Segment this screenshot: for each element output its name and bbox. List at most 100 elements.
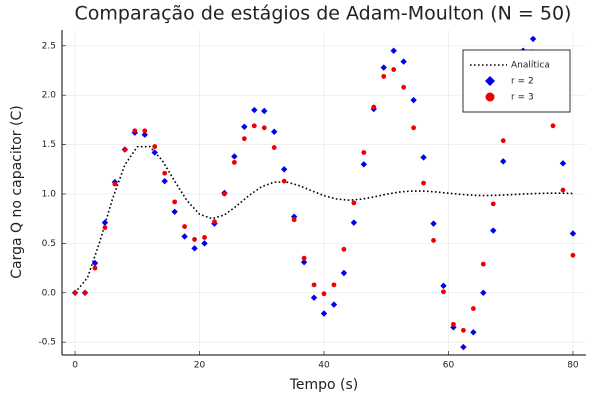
data-point <box>470 306 476 311</box>
data-point <box>241 123 248 131</box>
data-point <box>142 128 148 134</box>
data-point <box>550 123 556 129</box>
data-point <box>431 238 436 243</box>
y-axis-label: Carga Q no capacitor (C) <box>9 105 25 278</box>
data-point <box>141 131 148 138</box>
data-point <box>440 282 447 290</box>
legend-box <box>462 49 571 113</box>
legend-label: Analítica <box>511 61 550 71</box>
data-point <box>401 84 407 90</box>
data-point <box>182 224 187 229</box>
data-point <box>101 219 109 226</box>
data-point <box>500 158 507 165</box>
data-point <box>280 166 288 173</box>
data-point <box>241 136 247 142</box>
y-tick-label: 0.0 <box>42 288 57 298</box>
data-point <box>271 145 277 150</box>
data-point <box>461 327 466 333</box>
data-point <box>490 227 497 234</box>
data-point <box>350 219 358 226</box>
data-point <box>441 289 446 295</box>
data-point <box>171 208 178 215</box>
data-point <box>261 125 267 131</box>
data-point <box>281 178 287 184</box>
data-point <box>122 147 128 152</box>
data-point <box>231 153 238 160</box>
data-point <box>380 64 387 71</box>
legend-marker <box>485 76 495 86</box>
data-point <box>410 96 417 104</box>
data-point <box>301 255 307 261</box>
data-point <box>261 107 268 115</box>
data-point <box>470 329 477 336</box>
chart-title: Comparação de estágios de Adam-Moulton (… <box>75 3 572 25</box>
data-point <box>172 199 178 205</box>
data-point <box>152 144 158 149</box>
data-point <box>132 128 138 134</box>
data-point <box>570 252 576 258</box>
data-point <box>390 47 397 54</box>
data-point <box>181 233 188 240</box>
data-point <box>421 180 426 186</box>
legend-marker <box>485 92 495 102</box>
data-point <box>451 321 456 327</box>
legend-label: r = 2 <box>511 77 534 87</box>
data-point <box>82 290 88 296</box>
data-point <box>72 290 78 296</box>
y-tick-label: 2.0 <box>42 91 57 101</box>
data-point <box>529 35 537 43</box>
data-point <box>341 246 347 252</box>
data-point <box>351 200 357 206</box>
data-point <box>191 245 198 252</box>
data-point <box>192 237 197 242</box>
data-point <box>391 67 397 72</box>
x-tick-label: 0 <box>72 361 78 371</box>
y-tick-label: 2.5 <box>42 41 56 51</box>
data-point <box>559 160 567 167</box>
data-point <box>569 230 577 237</box>
data-point <box>360 161 368 168</box>
data-point <box>330 301 338 308</box>
data-point <box>480 289 487 296</box>
data-point <box>102 225 108 230</box>
x-tick-label: 20 <box>194 361 206 371</box>
data-point <box>300 258 308 266</box>
x-tick-label: 40 <box>318 361 330 371</box>
x-axis-label: Tempo (s) <box>289 377 359 393</box>
data-point <box>202 235 207 240</box>
data-point <box>251 123 257 129</box>
data-point <box>460 343 467 351</box>
data-point <box>400 58 407 65</box>
data-point <box>321 291 327 297</box>
data-point <box>361 150 367 155</box>
y-tick-label: 1.5 <box>42 140 56 150</box>
data-point <box>340 269 348 277</box>
y-tick-label: 0.5 <box>42 239 56 249</box>
data-point <box>201 240 208 247</box>
data-point <box>161 177 168 185</box>
data-point <box>500 138 506 144</box>
data-point <box>310 294 318 301</box>
data-point <box>291 217 297 223</box>
data-point <box>320 310 328 317</box>
line-series <box>74 145 573 294</box>
data-point <box>560 187 566 193</box>
data-point <box>490 201 496 207</box>
x-tick-label: 60 <box>443 361 455 371</box>
legend-label: r = 3 <box>511 93 534 103</box>
y-tick-label: 1.0 <box>42 189 57 199</box>
data-point <box>162 170 168 176</box>
data-point <box>92 265 98 271</box>
data-point <box>430 220 437 227</box>
data-point <box>420 154 427 161</box>
data-point <box>212 219 217 225</box>
data-point <box>222 191 227 197</box>
data-point <box>251 106 258 114</box>
data-point <box>311 282 317 288</box>
data-point <box>331 282 337 288</box>
data-point <box>480 261 486 267</box>
data-point <box>411 125 417 131</box>
data-point <box>381 74 387 79</box>
data-point <box>271 128 278 135</box>
